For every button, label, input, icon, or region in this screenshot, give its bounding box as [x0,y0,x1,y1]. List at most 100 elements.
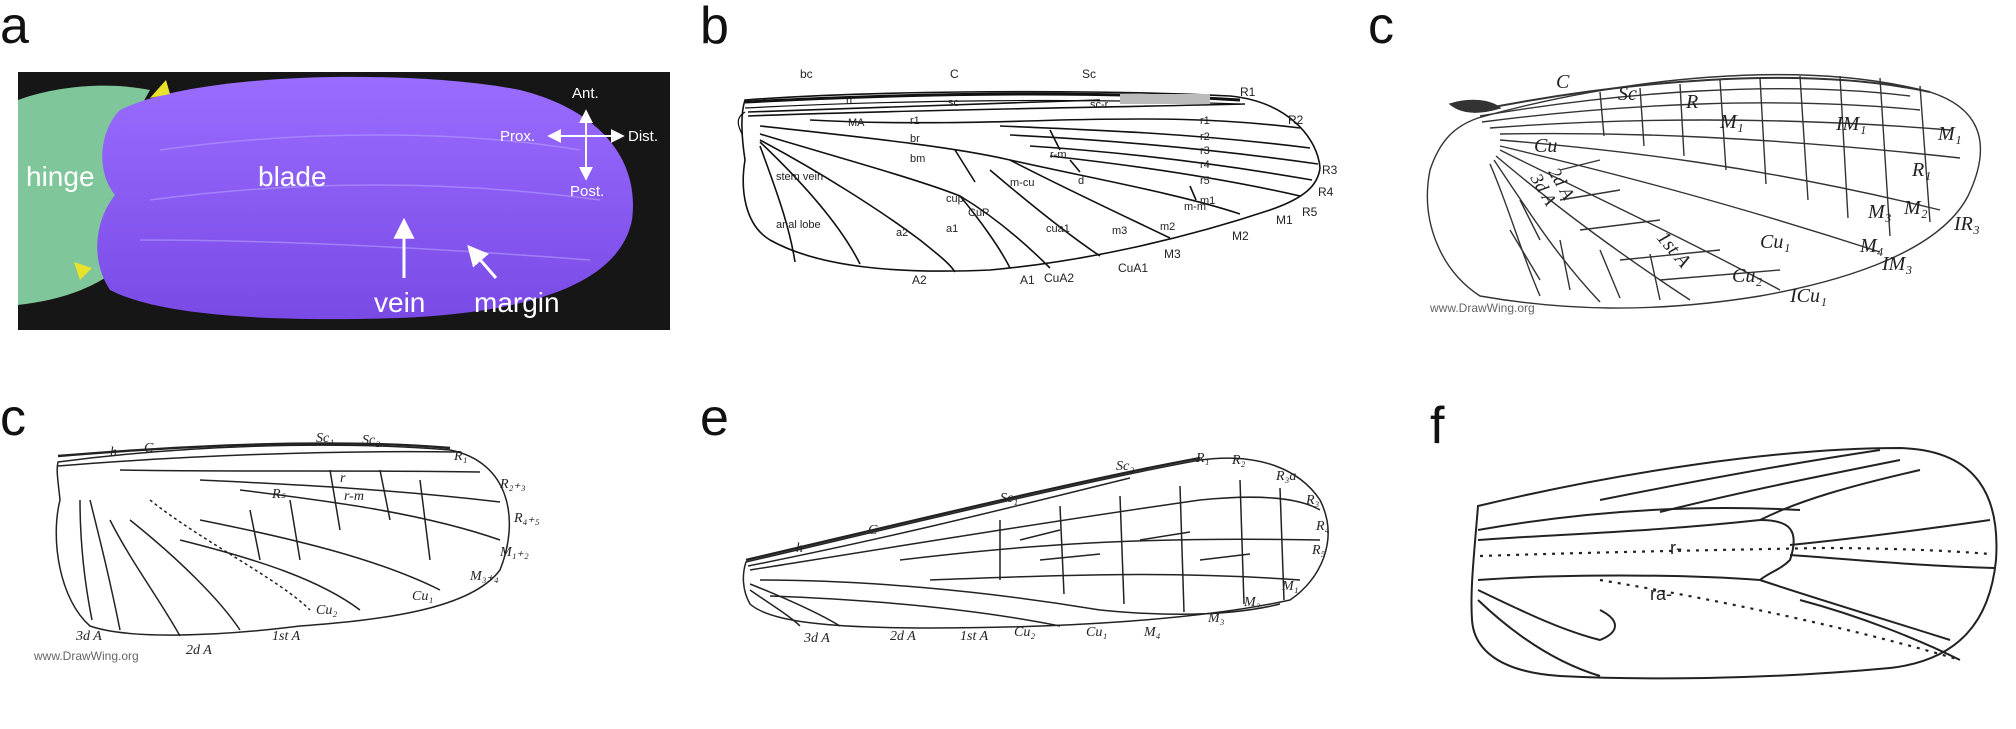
label-R1: R₁ [1195,451,1209,466]
label-M3-4: M₃₊₄ [469,569,499,584]
label-C: C [144,441,154,456]
label-r4: r4 [1200,159,1210,171]
panel-f [1470,446,1998,680]
label-Cu1: Cu₁ [1760,231,1790,253]
label-MA: MA [848,117,865,129]
label-M3: M₃ [1207,611,1225,626]
panel-letter-a: a [0,0,29,55]
label-r1: r1 [1200,115,1210,127]
label-M3: M3 [1164,247,1181,261]
label-IM3: IM₃ [1881,253,1912,275]
watermark: www.DrawWing.org [1429,301,1535,315]
label-r: r [340,471,346,486]
label-r-m: r-m [1050,149,1067,161]
panel-c-bottom [55,442,511,637]
label-bm: bm [910,153,925,165]
label-Cu: Cu [1534,135,1557,157]
label-R2-3: R₂₊₃ [499,477,526,492]
panel-letter-f: f [1430,397,1445,455]
label-anal-lobe: anal lobe [776,219,821,231]
label-R4-5: R₄₊₅ [513,511,540,526]
label-Cu1: Cu₁ [412,589,433,604]
label-R5: R₅ [1311,543,1326,558]
wing-blade [97,76,634,320]
label-ICu1: ICu₁ [1789,285,1827,307]
margin-label: margin [474,287,560,318]
wing-outline [55,444,511,636]
label-Cu2: Cu₂ [1014,625,1035,640]
label-Rs: Rₛ [271,487,287,502]
label-M1: M1 [1276,213,1293,227]
label-d: d [1078,175,1084,187]
label-sc-r: sc-r [1090,99,1109,111]
label-Sc1: Sc₁ [316,431,334,446]
label-r-m: r-m [344,489,364,504]
arrowhead-icon [150,80,170,98]
label-a2: a2 [896,227,908,239]
label-ra: ra- [1650,584,1672,604]
post-label: Post. [570,183,604,200]
label-M2: M₂ [1243,595,1261,610]
panel-letter-e: e [700,389,729,447]
label-r1-base: r1 [910,115,920,127]
label-cup: cup [946,193,964,205]
label-CuA2: CuA2 [1044,271,1074,285]
panel-letter-c-bottom: c [0,389,26,447]
panel-b-labels: bc C Sc h sc sc-r R1 R2 R3 R4 R5 r1 r2 r… [776,67,1338,287]
dist-label: Dist. [628,128,658,145]
vein-label: vein [374,287,425,318]
label-r2: r2 [1200,131,1210,143]
label-M3: M₃ [1867,201,1892,223]
label-h: h [796,541,803,556]
label-1st-A: 1st A [1652,227,1695,273]
label-M2: M₂ [1903,197,1928,219]
wing-outline [1426,73,1982,309]
label-2d-A: 2d A [890,629,916,644]
label-M4: M₄ [1143,625,1161,640]
label-R2: R₂ [1231,453,1246,468]
blade-label: blade [258,161,327,192]
label-R3: R₃ [1305,493,1320,508]
label-m-m: m-m [1184,201,1206,213]
panel-c-bottom-labels: h C Sc₁ Sc₂ R₁ R₂₊₃ R₄₊₅ Rₛ r r-m M₁₊₂ M… [33,431,540,663]
label-m2: m2 [1160,221,1175,233]
label-R5: R5 [1302,205,1318,219]
label-1st-A: 1st A [272,629,301,644]
label-R: R [1685,91,1698,113]
label-3d-A: 3d A [803,631,830,646]
label-Cu2: Cu₂ [1732,265,1762,287]
panel-letter-c-top: c [1368,0,1394,55]
panel-letter-b: b [700,0,729,55]
label-M1: M₁ [1281,579,1299,594]
label-Sc2: Sc₂ [1116,459,1134,474]
label-stem-vein: stem vein [776,171,823,183]
ant-label: Ant. [572,85,599,102]
label-R4: R4 [1318,185,1334,199]
label-R2: R2 [1288,113,1304,127]
label-R4: R₄ [1315,519,1330,534]
label-3d-A: 3d A [75,629,102,644]
panel-a: hinge blade vein margin Ant. Post. Prox.… [18,72,670,330]
wing-outline [741,90,1321,272]
label-IR3: IR₃ [1953,213,1980,235]
label-a1: a1 [946,223,958,235]
label-R3a: R₃a [1275,469,1296,484]
label-r: r- [1670,538,1682,558]
label-m1: m1 [1200,195,1215,207]
label-R1: R₁ [453,449,467,464]
panel-c-top [1426,73,1982,309]
arrowhead-icon [74,262,92,280]
label-2d-A: 2d A [186,643,212,658]
label-Cu2: Cu₂ [316,603,337,618]
label-CuA1: CuA1 [1118,261,1148,275]
label-M1-2: M₁₊₂ [499,545,529,560]
label-R1: R₁ [1911,159,1931,181]
hinge-label: hinge [26,161,95,192]
label-Sc1: Sc₁ [1000,491,1018,506]
label-h: h [110,445,117,460]
panel-e [742,456,1329,629]
label-M4: M₄ [1859,235,1884,257]
label-h: h [846,95,852,107]
label-C: C [1556,71,1570,93]
